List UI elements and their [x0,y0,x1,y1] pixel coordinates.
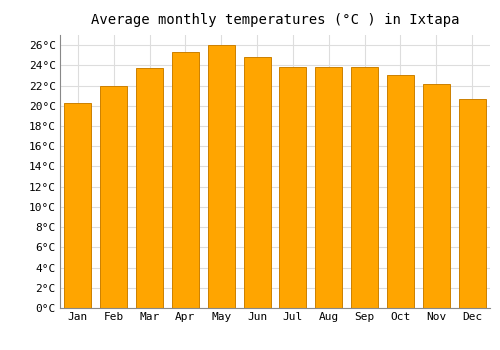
Bar [458,99,485,308]
Bar [136,68,163,308]
Bar [64,103,92,308]
Bar [351,67,378,308]
Bar [387,76,414,308]
Bar [244,57,270,308]
Bar [280,67,306,308]
Title: Average monthly temperatures (°C ) in Ixtapa: Average monthly temperatures (°C ) in Ix… [91,13,459,27]
Bar [316,67,342,308]
Bar [172,52,199,308]
Bar [208,45,234,308]
Bar [423,84,450,308]
Bar [100,85,127,308]
